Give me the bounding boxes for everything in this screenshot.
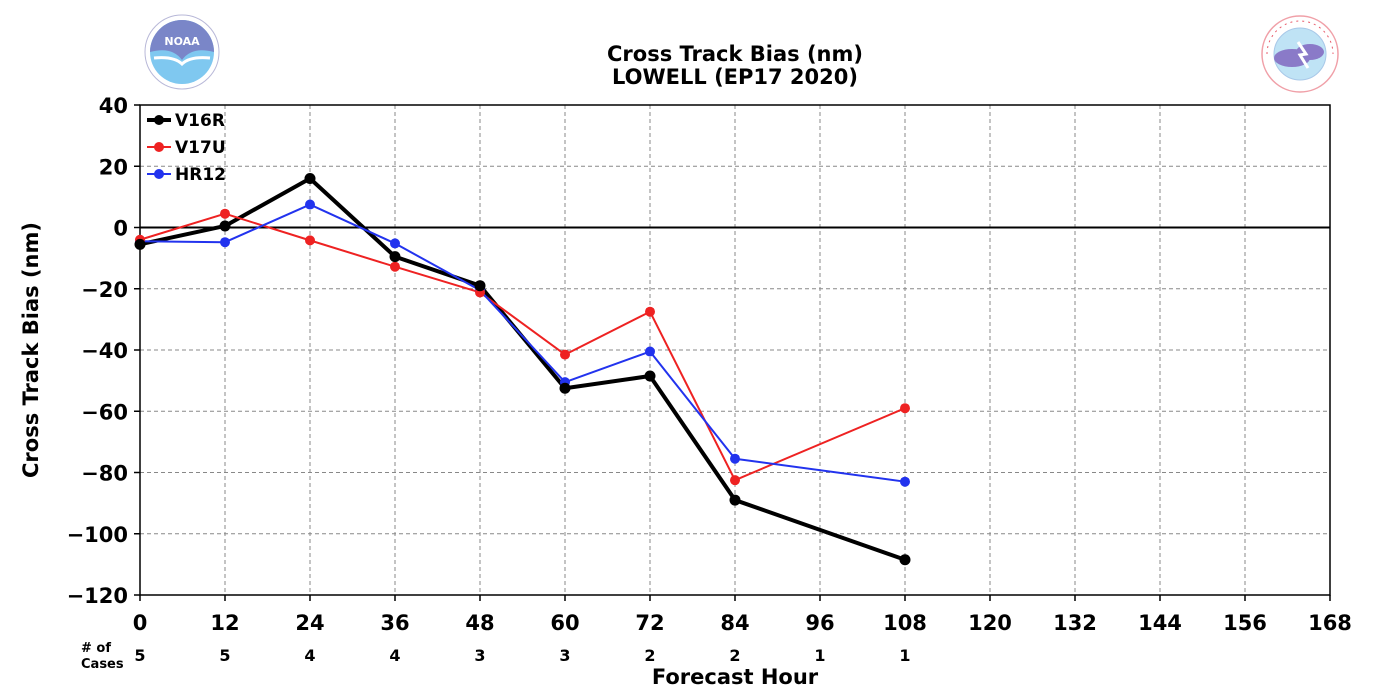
x-tick-label: 120 (968, 611, 1012, 635)
x-tick-label: 96 (805, 611, 834, 635)
y-tick-label: 40 (99, 94, 128, 118)
x-tick-label: 12 (210, 611, 239, 635)
x-tick-label: 84 (720, 611, 749, 635)
cases-label-line2: Cases (81, 657, 124, 672)
x-tick-label: 60 (550, 611, 579, 635)
data-point-v17u (645, 306, 655, 317)
data-point-v16r (134, 238, 146, 250)
data-point-v16r (219, 220, 231, 232)
cases-row: # of Cases 5 5 4 4 3 3 2 2 1 1 (81, 641, 911, 672)
data-point-v17u (560, 349, 570, 360)
data-point-hr12 (220, 237, 230, 248)
data-point-v17u (305, 235, 315, 246)
data-point-hr12 (390, 238, 400, 249)
nws-logo (1261, 15, 1339, 93)
case-count: 3 (559, 646, 570, 665)
case-count: 1 (899, 646, 910, 665)
y-tick-label: −20 (81, 278, 128, 302)
x-tick-label: 72 (635, 611, 664, 635)
data-point-v17u (900, 403, 910, 414)
x-tick-label: 24 (295, 611, 324, 635)
x-tick-label: 48 (465, 611, 494, 635)
data-point-v17u (390, 261, 400, 272)
data-point-hr12 (900, 476, 910, 487)
y-tick-label: −60 (81, 400, 128, 424)
case-count: 3 (474, 646, 485, 665)
x-tick-label: 132 (1053, 611, 1097, 635)
case-count: 5 (219, 646, 230, 665)
data-point-v16r (559, 382, 571, 394)
data-point-v16r (899, 554, 911, 566)
case-count: 4 (389, 646, 400, 665)
data-point-v17u (730, 475, 740, 486)
data-point-hr12 (305, 199, 315, 210)
x-tick-label: 168 (1308, 611, 1352, 635)
case-count: 1 (814, 646, 825, 665)
x-tick-label: 36 (380, 611, 409, 635)
x-tick-label: 0 (133, 611, 148, 635)
case-count: 2 (729, 646, 740, 665)
x-axis-label: Forecast Hour (652, 665, 819, 689)
y-tick-label: 0 (113, 217, 128, 241)
data-point-v16r (304, 173, 316, 184)
legend-label-v16r: V16R (175, 111, 225, 131)
plot-area: 0 12 24 36 48 60 72 84 96 108 120 132 144 156 168 40 20 0… (67, 94, 1352, 635)
series-line-hr12 (139, 203, 906, 483)
noaa-logo-text: NOAA (164, 35, 200, 48)
chart-subtitle: LOWELL (EP17 2020) (612, 65, 858, 89)
case-count: 2 (644, 646, 655, 665)
data-point-v16r (474, 280, 486, 292)
data-point-v16r (729, 494, 741, 506)
y-tick-label: −100 (67, 523, 128, 547)
x-tick-label: 156 (1223, 611, 1267, 635)
y-tick-label: −120 (67, 584, 128, 608)
legend-marker-hr12 (154, 169, 164, 179)
legend-label-v17u: V17U (175, 138, 226, 158)
case-count: 4 (304, 646, 315, 665)
y-axis-label: Cross Track Bias (nm) (19, 222, 43, 478)
series-line-v17u (139, 212, 906, 482)
y-tick-label: 20 (99, 155, 128, 179)
legend-label-hr12: HR12 (175, 165, 226, 185)
case-count: 5 (134, 646, 145, 665)
series-line-v16r (139, 176, 906, 562)
data-point-v16r (644, 370, 656, 382)
data-point-v16r (389, 251, 401, 263)
cases-label-line1: # of (81, 641, 111, 656)
chart-title: Cross Track Bias (nm) (607, 42, 863, 66)
noaa-logo: NOAA (144, 14, 220, 90)
y-tick-label: −80 (81, 462, 128, 486)
data-point-hr12 (730, 453, 740, 464)
legend-marker-v16r (154, 115, 164, 125)
x-tick-label: 108 (883, 611, 927, 635)
y-tick-label: −40 (81, 339, 128, 363)
data-point-v17u (220, 208, 230, 219)
x-tick-label: 144 (1138, 611, 1182, 635)
data-point-hr12 (645, 346, 655, 357)
legend-marker-v17u (154, 142, 164, 152)
